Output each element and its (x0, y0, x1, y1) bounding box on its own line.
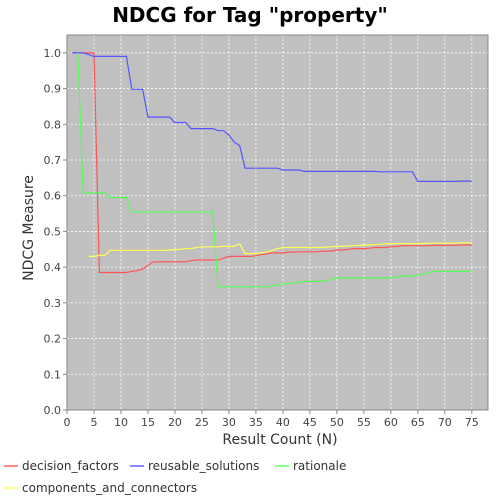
y-tick-label: 0.7 (44, 154, 62, 167)
legend-label-components-and-connectors: components_and_connectors (22, 481, 197, 495)
x-tick-label: 25 (195, 416, 209, 429)
y-tick-label: 0.9 (44, 83, 62, 96)
legend-label-decision-factors: decision_factors (22, 459, 119, 473)
x-tick-label: 0 (64, 416, 71, 429)
x-tick-label: 50 (330, 416, 344, 429)
y-tick-label: 0.4 (44, 261, 62, 274)
x-tick-label: 20 (168, 416, 182, 429)
grid-lines (66, 35, 488, 411)
series-line-reusable-solutions (72, 52, 472, 182)
x-tick-label: 35 (249, 416, 263, 429)
series-line-rationale (77, 52, 472, 288)
legend: decision_factors reusable_solutions ration… (4, 459, 346, 495)
y-tick-label: 0.2 (44, 333, 62, 346)
x-tick-label: 45 (303, 416, 317, 429)
x-tick-label: 55 (357, 416, 371, 429)
x-tick-label: 5 (90, 416, 97, 429)
y-tick-label: 0.6 (44, 190, 62, 203)
x-tick-label: 65 (411, 416, 425, 429)
y-tick-label: 0.3 (44, 297, 62, 310)
plot-area (67, 35, 488, 410)
x-tick-label: 15 (141, 416, 155, 429)
x-tick-label: 40 (276, 416, 290, 429)
axes: 0 5 10 15 20 25 30 35 40 45 50 55 60 65 70 75 0.0 0.1 0.2 0… (44, 34, 489, 429)
y-tick-label: 0.5 (44, 225, 62, 238)
y-tick-label: 0.8 (44, 118, 62, 131)
plot-border (66, 34, 489, 411)
legend-label-reusable-solutions: reusable_solutions (148, 459, 259, 473)
y-tick-label: 0.1 (44, 368, 62, 381)
x-axis-label: Result Count (N) (222, 432, 337, 448)
series-line-components-and-connectors (88, 242, 472, 257)
y-tick-label: 0.0 (44, 404, 62, 417)
y-tick-label: 1.0 (44, 47, 62, 60)
x-tick-label: 60 (384, 416, 398, 429)
series-lines (72, 52, 472, 288)
x-tick-label: 75 (465, 416, 479, 429)
x-tick-label: 10 (114, 416, 128, 429)
x-tick-label: 70 (438, 416, 452, 429)
legend-label-rationale: rationale (293, 459, 346, 473)
x-tick-label: 30 (222, 416, 236, 429)
y-axis-label: NDCG Measure (21, 175, 37, 281)
series-line-decision-factors (72, 52, 472, 274)
chart-title: NDCG for Tag "property" (112, 3, 388, 27)
